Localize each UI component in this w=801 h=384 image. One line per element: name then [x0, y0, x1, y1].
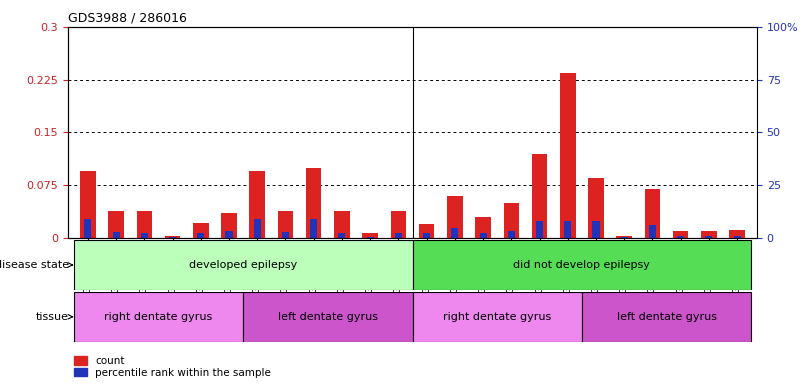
Bar	[221, 214, 237, 238]
Text: left dentate gyrus: left dentate gyrus	[278, 312, 378, 322]
Bar	[84, 219, 91, 238]
Text: did not develop epilepsy: did not develop epilepsy	[513, 260, 650, 270]
Bar	[80, 171, 95, 238]
Bar	[362, 233, 378, 238]
Bar	[706, 236, 712, 238]
Bar	[536, 221, 543, 238]
FancyBboxPatch shape	[74, 292, 244, 342]
Bar	[334, 211, 350, 238]
Bar	[141, 233, 148, 238]
Text: right dentate gyrus: right dentate gyrus	[104, 312, 212, 322]
Bar	[645, 189, 660, 238]
Text: disease state: disease state	[0, 260, 73, 270]
Text: developed epilepsy: developed epilepsy	[189, 260, 297, 270]
Legend: count, percentile rank within the sample: count, percentile rank within the sample	[74, 355, 272, 379]
Bar	[419, 224, 434, 238]
FancyBboxPatch shape	[244, 292, 413, 342]
Bar	[423, 233, 430, 238]
Bar	[282, 232, 289, 238]
Bar	[254, 219, 261, 238]
Bar	[734, 236, 741, 238]
Bar	[367, 237, 374, 238]
Text: tissue: tissue	[36, 312, 73, 322]
Bar	[560, 73, 576, 238]
Bar	[480, 233, 487, 238]
Bar	[193, 223, 208, 238]
Bar	[588, 178, 604, 238]
Text: right dentate gyrus: right dentate gyrus	[443, 312, 551, 322]
Bar	[475, 217, 491, 238]
Bar	[504, 203, 519, 238]
Bar	[310, 219, 317, 238]
Bar	[451, 227, 458, 238]
Bar	[249, 171, 265, 238]
FancyBboxPatch shape	[413, 240, 751, 290]
Bar	[306, 168, 321, 238]
Bar	[673, 231, 689, 238]
Bar	[338, 233, 345, 238]
Bar	[447, 196, 463, 238]
Bar	[113, 232, 119, 238]
Bar	[395, 233, 402, 238]
Text: GDS3988 / 286016: GDS3988 / 286016	[68, 11, 187, 24]
Bar	[730, 230, 745, 238]
Bar	[677, 236, 684, 238]
Bar	[701, 231, 717, 238]
Bar	[508, 231, 515, 238]
FancyBboxPatch shape	[74, 240, 413, 290]
Bar	[621, 237, 628, 238]
Bar	[532, 154, 547, 238]
FancyBboxPatch shape	[413, 292, 582, 342]
Bar	[108, 211, 124, 238]
Bar	[278, 211, 293, 238]
Bar	[593, 221, 600, 238]
Bar	[564, 221, 571, 238]
FancyBboxPatch shape	[582, 292, 751, 342]
Bar	[197, 233, 204, 238]
Text: left dentate gyrus: left dentate gyrus	[617, 312, 717, 322]
Bar	[225, 231, 232, 238]
Bar	[391, 211, 406, 238]
Bar	[169, 237, 176, 238]
Bar	[136, 211, 152, 238]
Bar	[165, 236, 180, 238]
Bar	[617, 236, 632, 238]
Bar	[649, 225, 656, 238]
